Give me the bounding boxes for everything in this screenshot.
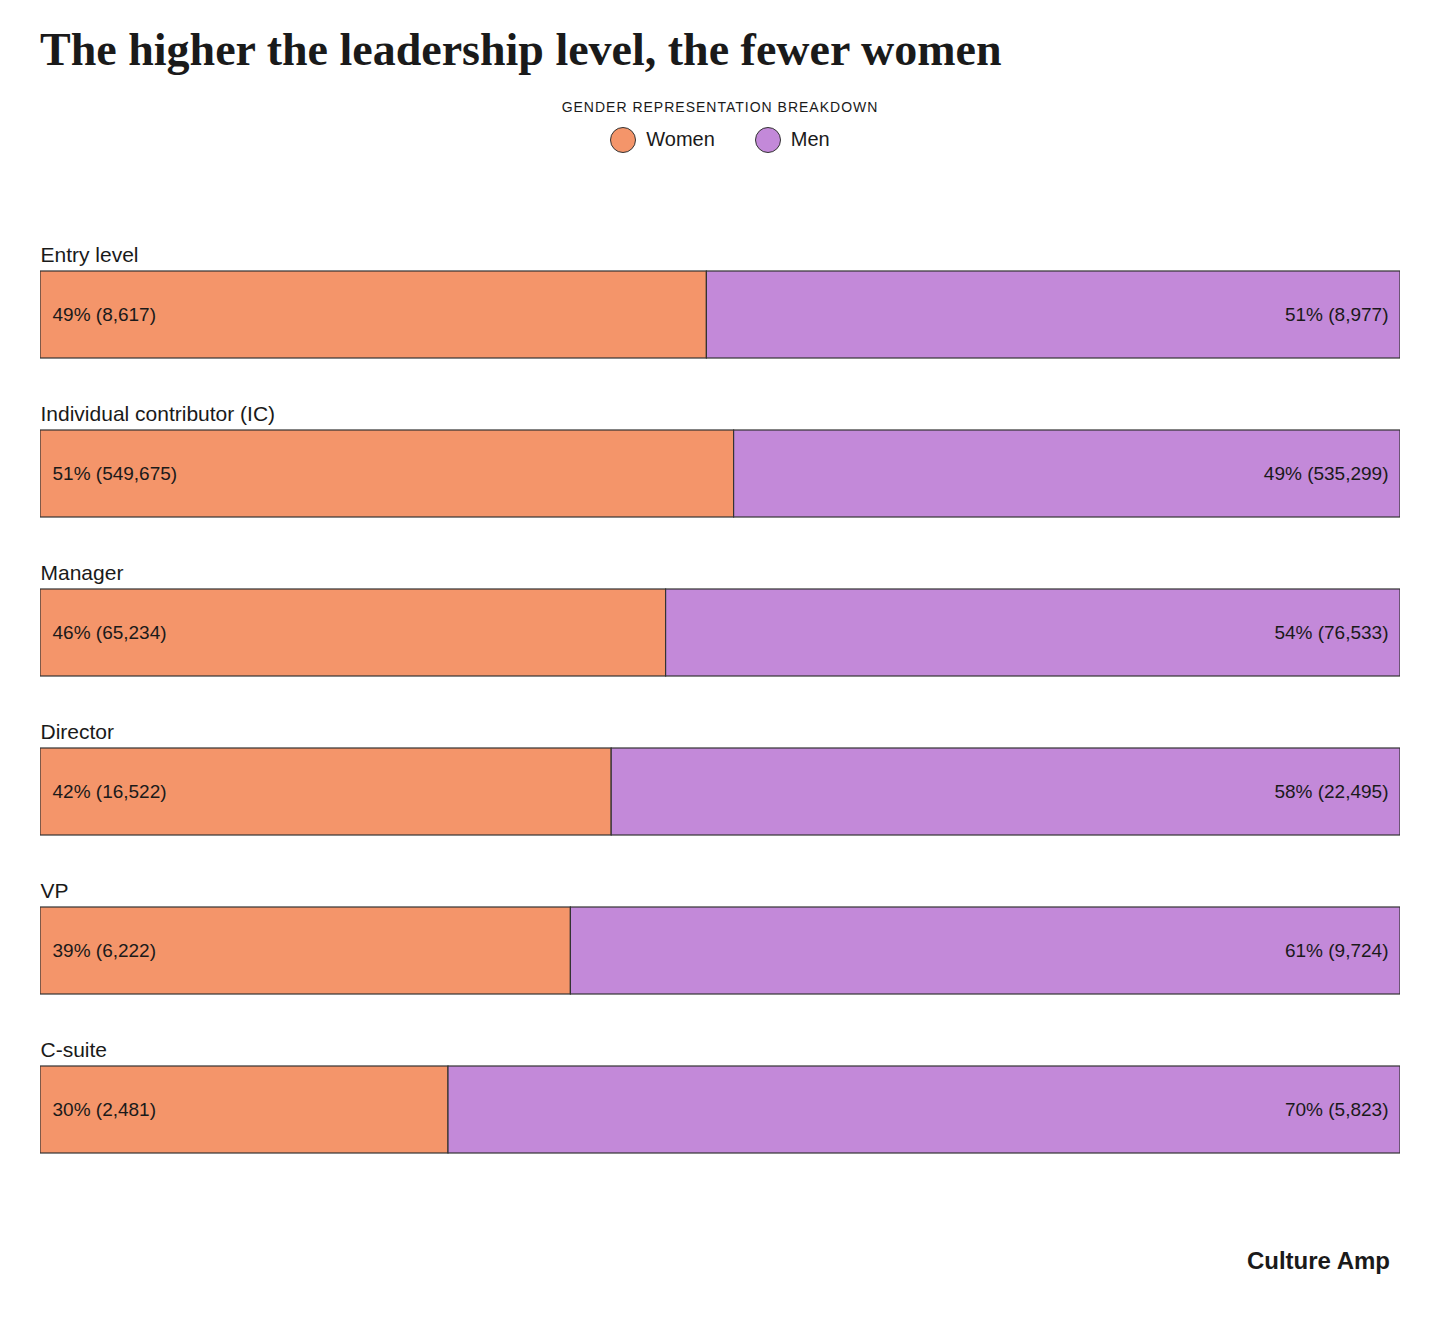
html-text:GENDER REPRESENTATION BREAKDOW: GENDER REPRESENTATION BREAKDOWN	[561, 98, 879, 115]
svg-text:70% (5,823): 70% (5,823)	[1285, 1099, 1389, 1120]
html-text:Culture Amp: Culture Amp	[1246, 1246, 1390, 1274]
svg-text:54% (76,533): 54% (76,533)	[1274, 622, 1388, 643]
svg-text:Entry level: Entry level	[41, 243, 139, 266]
html-text:Women: Women	[646, 128, 715, 151]
svg-text:Director: Director	[41, 720, 115, 743]
html-text:Men: Men	[790, 128, 830, 151]
svg-text:51% (549,675): 51% (549,675)	[53, 463, 178, 484]
svg-text:49% (8,617): 49% (8,617)	[53, 304, 157, 325]
svg-text:61% (9,724): 61% (9,724)	[1285, 940, 1389, 961]
svg-text:30% (2,481): 30% (2,481)	[53, 1099, 157, 1120]
svg-text:42% (16,522): 42% (16,522)	[53, 781, 167, 802]
svg-text:39% (6,222): 39% (6,222)	[53, 940, 157, 961]
svg-text:C-suite: C-suite	[41, 1038, 108, 1061]
svg-text:VP: VP	[41, 879, 69, 902]
html-text:The higher the leadership leve: The higher the leadership level, the few…	[40, 24, 1002, 75]
svg-text:49% (535,299): 49% (535,299)	[1264, 463, 1389, 484]
svg-text:46% (65,234): 46% (65,234)	[53, 622, 167, 643]
svg-text:51% (8,977): 51% (8,977)	[1285, 304, 1389, 325]
svg-text:Manager: Manager	[41, 561, 124, 584]
svg-text:58% (22,495): 58% (22,495)	[1274, 781, 1388, 802]
svg-text:Individual contributor (IC): Individual contributor (IC)	[41, 402, 276, 425]
